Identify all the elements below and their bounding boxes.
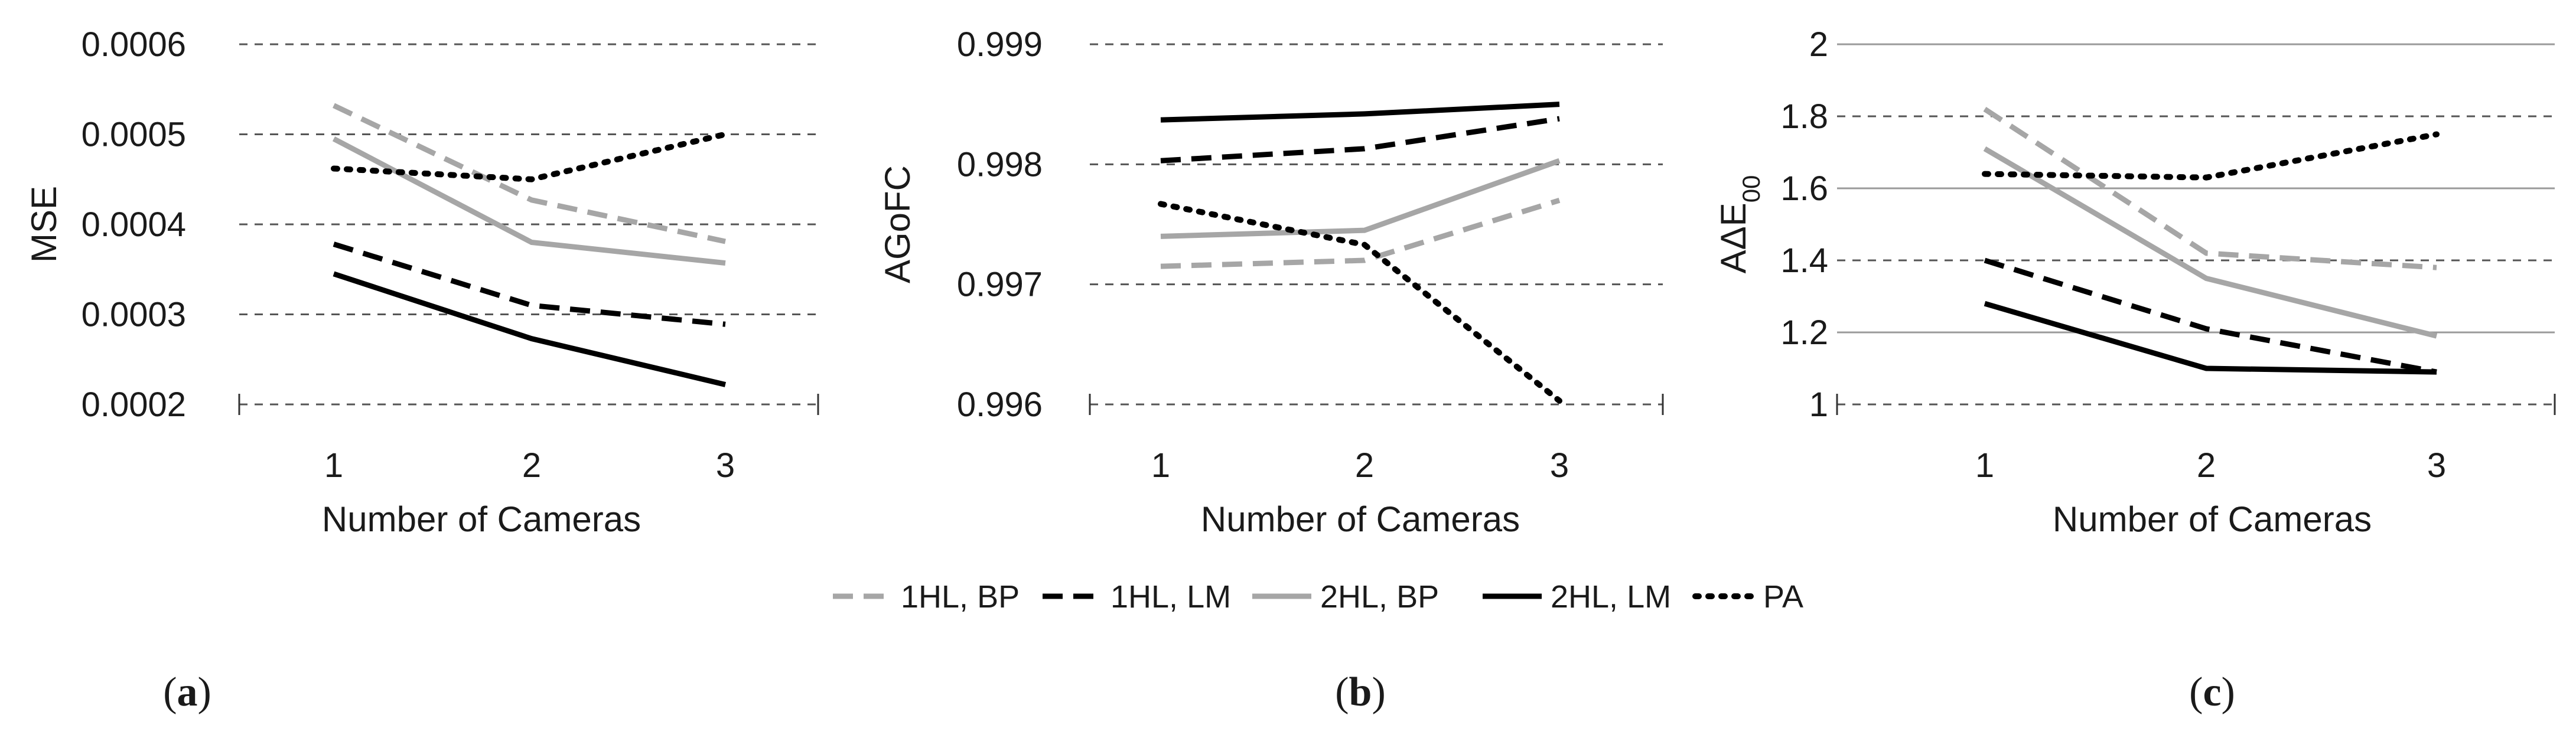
series-line-2hl-lm (1160, 102, 1560, 123)
chart-panel-1: 0.0002 0.0003 0.0004 0.0005 0.0006 1 2 3 Number … (24, 25, 819, 715)
legend-label: 1HL, BP (901, 579, 1020, 615)
x-tick-label: 2 (1355, 446, 1374, 485)
x-tick-label: 1 (1151, 446, 1170, 485)
y-tick-label: 1.4 (1780, 241, 1828, 280)
y-tick-label: 0.0006 (82, 25, 186, 64)
x-tick-label: 1 (324, 446, 343, 485)
y-tick-label: 0.996 (957, 386, 1043, 424)
series-line-1hl-lm (1160, 116, 1560, 164)
y-axis-title: AGoFC (878, 165, 917, 283)
series-line-2hl-bp (1160, 158, 1561, 239)
series-line-2hl-bp (1983, 146, 2438, 339)
panel-label: (a) (163, 669, 211, 715)
legend-label: 2HL, BP (1320, 579, 1439, 615)
x-axis-title: Number of Cameras (2053, 499, 2372, 539)
y-tick-label: 0.0002 (82, 386, 186, 424)
series-line-1hl-bp (333, 103, 726, 244)
legend-label: PA (1763, 579, 1803, 615)
panel-label: (c) (2189, 669, 2235, 715)
series-line-pa (331, 131, 728, 182)
x-tick-label: 2 (522, 446, 541, 485)
x-tick-label: 2 (2197, 446, 2216, 485)
series-line-1hl-lm (1984, 257, 2437, 375)
y-tick-label: 0.999 (957, 25, 1043, 64)
y-axis-title: MSE (24, 186, 64, 263)
y-tick-label: 0.0005 (82, 116, 186, 154)
y-tick-label: 1.2 (1780, 313, 1828, 352)
chart-panel-2: 0.996 0.997 0.998 0.999 1 2 3 Number of Cameras… (878, 25, 1664, 715)
series-line-2hl-lm (1984, 300, 2437, 375)
x-tick-label: 1 (1975, 446, 1994, 485)
series-line-1hl-bp (1160, 198, 1561, 269)
legend-label: 2HL, LM (1551, 579, 1671, 615)
y-axis-title-subscript: 00 (1737, 175, 1765, 203)
series-line-pa (1982, 131, 2440, 181)
y-tick-label: 0.0004 (82, 205, 186, 244)
series-line-1hl-bp (1983, 107, 2437, 270)
y-tick-label: 1 (1809, 386, 1828, 424)
y-tick-label: 0.998 (957, 145, 1043, 184)
y-tick-label: 1.6 (1780, 169, 1828, 208)
y-tick-label: 1.8 (1780, 97, 1828, 136)
x-axis-title: Number of Cameras (322, 499, 641, 539)
legend: 1HL, BP 1HL, LM 2HL, BP 2HL, LM PA (833, 579, 1803, 615)
chart-panel-3: 1 1.2 1.4 1.6 1.8 2 1 2 3 Number of Cameras AΔE00 (… (1714, 25, 2556, 715)
y-tick-label: 0.997 (957, 266, 1043, 304)
legend-label: 1HL, LM (1110, 579, 1231, 615)
series-line-2hl-lm (333, 271, 727, 387)
x-tick-label: 3 (716, 446, 735, 485)
x-axis-title: Number of Cameras (1201, 499, 1520, 539)
series-line-pa (1158, 201, 1562, 404)
y-axis-title: AΔE00 (1714, 175, 1765, 274)
x-tick-label: 3 (2427, 446, 2446, 485)
y-tick-label: 0.0003 (82, 296, 186, 334)
series-line-1hl-lm (333, 241, 726, 327)
panel-label: (b) (1335, 669, 1386, 715)
y-tick-label: 2 (1809, 25, 1828, 64)
x-tick-label: 3 (1550, 446, 1569, 485)
